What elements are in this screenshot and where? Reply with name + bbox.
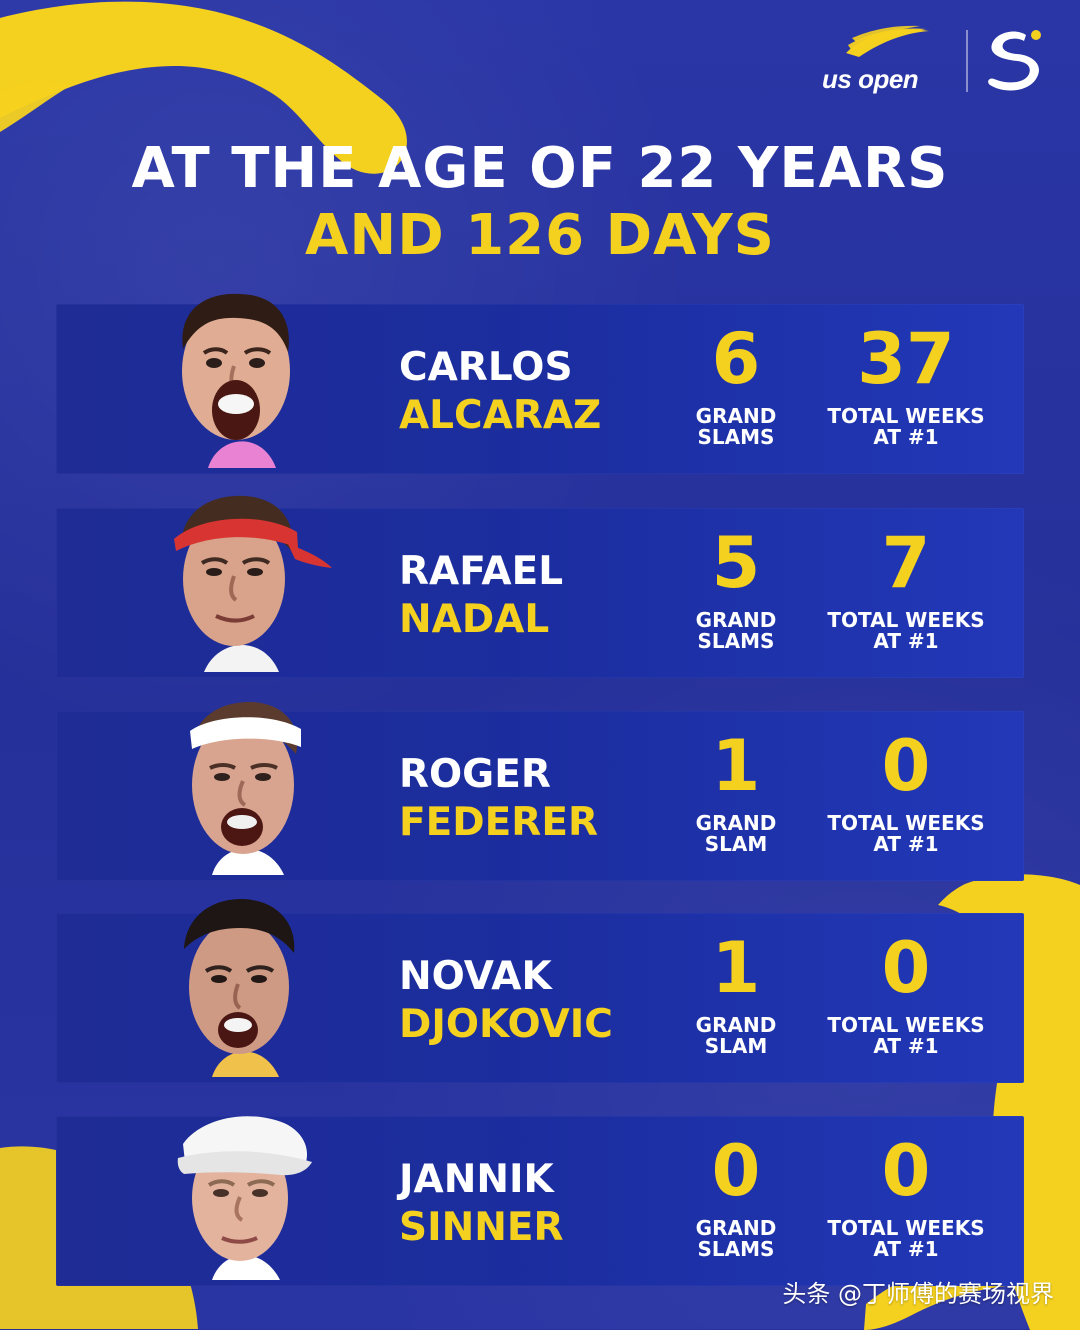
player-first-name: ROGER bbox=[399, 752, 551, 797]
player-first-name: RAFAEL bbox=[399, 549, 564, 594]
total-weeks-label: TOTAL WEEKS AT #1 bbox=[827, 404, 985, 449]
grand-slams-value: 5 bbox=[711, 522, 761, 604]
player-card-carlos-alcaraz: CARLOS ALCARAZ 6 37 GRAND SLAMS TOTAL WE… bbox=[56, 293, 1024, 474]
total-weeks-label: TOTAL WEEKS AT #1 bbox=[827, 811, 985, 856]
us-open-flame-icon bbox=[846, 25, 929, 57]
grand-slams-label: GRAND SLAMS bbox=[695, 404, 777, 449]
total-weeks-value: 0 bbox=[881, 725, 931, 807]
grand-slams-value: 0 bbox=[711, 1130, 761, 1212]
grand-slams-label: GRAND SLAM bbox=[695, 811, 777, 856]
player-last-name: ALCARAZ bbox=[399, 393, 602, 438]
total-weeks-label: TOTAL WEEKS AT #1 bbox=[827, 608, 985, 653]
total-weeks-label: TOTAL WEEKS AT #1 bbox=[827, 1013, 985, 1058]
page-title-line-2: AND 126 DAYS bbox=[305, 203, 775, 268]
grand-slams-label: GRAND SLAMS bbox=[695, 608, 777, 653]
player-last-name: SINNER bbox=[399, 1205, 564, 1250]
grand-slams-value: 6 bbox=[711, 318, 761, 400]
grand-slams-label: GRAND SLAM bbox=[695, 1013, 777, 1058]
page-title-line-1: AT THE AGE OF 22 YEARS bbox=[131, 136, 949, 201]
brand-divider bbox=[966, 30, 968, 92]
player-card-novak-djokovic: NOVAK DJOKOVIC 1 0 GRAND SLAM TOTAL WEEK… bbox=[56, 898, 1024, 1083]
grand-slams-value: 1 bbox=[711, 927, 761, 1009]
player-portrait-novak-djokovic bbox=[184, 898, 295, 1077]
player-portrait-roger-federer bbox=[190, 701, 301, 875]
player-portrait-carlos-alcaraz bbox=[182, 293, 290, 468]
player-last-name: FEDERER bbox=[399, 800, 598, 845]
player-first-name: JANNIK bbox=[399, 1157, 554, 1202]
player-card-roger-federer: ROGER FEDERER 1 0 GRAND SLAM TOTAL WEEKS… bbox=[56, 701, 1024, 881]
total-weeks-label: TOTAL WEEKS AT #1 bbox=[827, 1216, 985, 1261]
player-last-name: NADAL bbox=[399, 597, 550, 642]
supersport-logo-icon bbox=[988, 30, 1041, 91]
player-first-name: CARLOS bbox=[399, 345, 573, 390]
us-open-wordmark: us open bbox=[822, 64, 919, 94]
grand-slams-label: GRAND SLAMS bbox=[695, 1216, 777, 1261]
total-weeks-value: 0 bbox=[881, 927, 931, 1009]
player-last-name: DJOKOVIC bbox=[399, 1002, 613, 1047]
player-card-jannik-sinner: JANNIK SINNER 0 0 GRAND SLAMS TOTAL WEEK… bbox=[56, 1116, 1024, 1286]
total-weeks-value: 0 bbox=[881, 1130, 931, 1212]
brand-lockup: us open bbox=[820, 22, 1050, 102]
player-first-name: NOVAK bbox=[399, 954, 552, 999]
grand-slams-value: 1 bbox=[711, 725, 761, 807]
source-watermark: 头条 @丁师傅的赛场视界 bbox=[782, 1280, 1054, 1308]
total-weeks-value: 7 bbox=[881, 522, 931, 604]
player-card-rafael-nadal: RAFAEL NADAL 5 7 GRAND SLAMS TOTAL WEEKS… bbox=[56, 495, 1024, 678]
player-portrait-rafael-nadal bbox=[174, 495, 332, 672]
total-weeks-value: 37 bbox=[857, 318, 955, 400]
player-portrait-jannik-sinner bbox=[177, 1116, 312, 1280]
